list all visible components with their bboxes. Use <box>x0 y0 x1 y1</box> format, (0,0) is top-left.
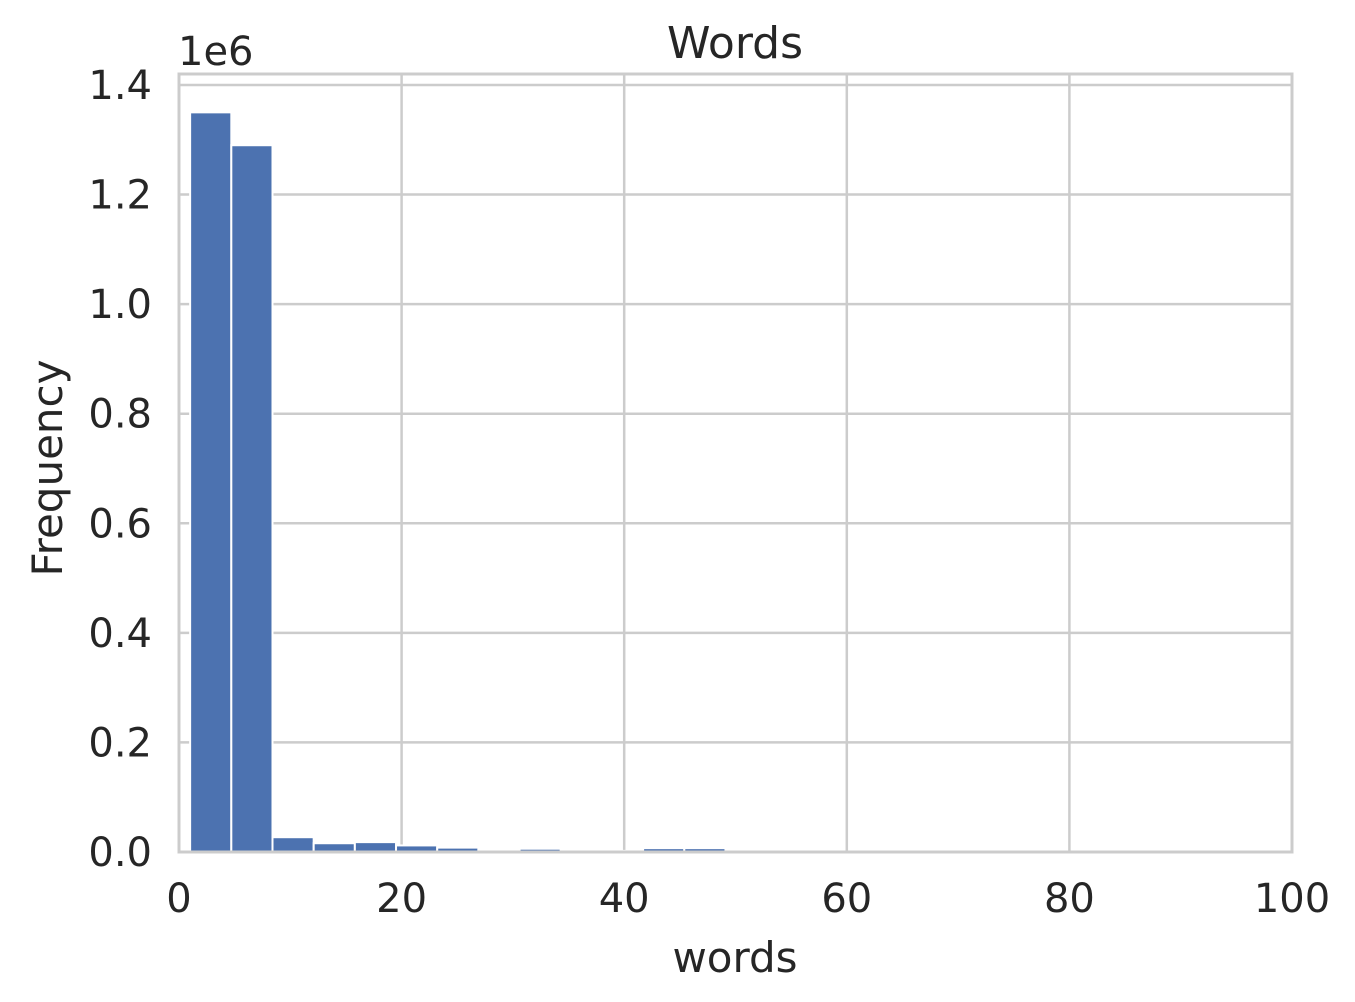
y-axis-title: Frequency <box>23 360 72 577</box>
y-tick-label: 0.4 <box>88 611 152 657</box>
x-tick-label: 0 <box>166 876 191 922</box>
histogram-bar <box>230 144 274 854</box>
chart-title: Words <box>667 18 803 69</box>
x-tick-label: 40 <box>599 876 650 922</box>
y-tick-label: 0.0 <box>88 830 152 876</box>
y-tick-labels: 0.0 0.2 0.4 0.6 0.8 1.0 1.2 1.4 <box>88 63 152 876</box>
y-tick-label: 0.2 <box>88 720 152 766</box>
histogram-bar <box>189 111 233 853</box>
y-tick-label: 0.6 <box>88 501 152 547</box>
grid-lines <box>177 74 1294 854</box>
x-axis-title: words <box>672 933 797 982</box>
x-tick-label: 80 <box>1044 876 1095 922</box>
histogram-bar <box>271 836 315 853</box>
x-tick-label: 60 <box>821 876 872 922</box>
x-tick-labels: 0 20 40 60 80 100 <box>166 876 1330 922</box>
plot-frame <box>177 72 1294 854</box>
x-tick-label: 100 <box>1254 876 1330 922</box>
y-tick-label: 1.2 <box>88 173 152 219</box>
y-offset-label: 1e6 <box>178 29 254 75</box>
histogram-bars <box>189 111 851 854</box>
y-tick-label: 1.0 <box>88 282 152 328</box>
x-tick-label: 20 <box>376 876 427 922</box>
y-tick-label: 0.8 <box>88 392 152 438</box>
y-tick-label: 1.4 <box>88 63 152 109</box>
